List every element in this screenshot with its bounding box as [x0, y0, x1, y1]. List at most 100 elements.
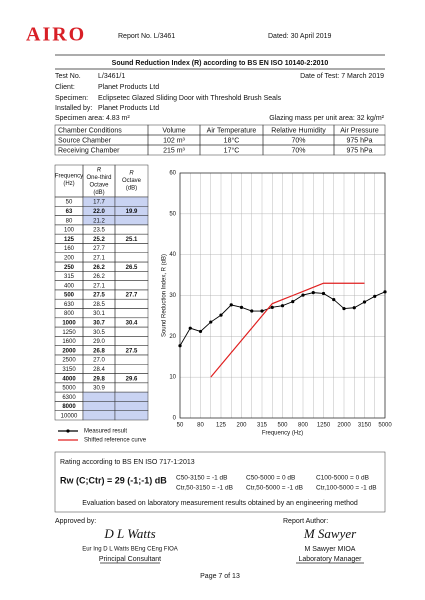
- x-tick-label: 3150: [358, 423, 372, 429]
- cell-text: 5000: [62, 386, 76, 392]
- cell-text: 100: [64, 228, 75, 234]
- cell-text: 400: [64, 283, 75, 289]
- plot-frame: [179, 172, 386, 419]
- point: [383, 290, 387, 294]
- cell-text: 6300: [62, 395, 76, 401]
- point: [291, 300, 295, 304]
- x-tick-label: 50: [177, 423, 184, 429]
- rating-box: [54, 451, 386, 513]
- rating-main: Rw (C;Ctr) = 29 (-1;-1) dB: [60, 475, 167, 485]
- x-tick-label: 200: [236, 423, 247, 429]
- cell-text: 26.2: [93, 274, 105, 280]
- point: [373, 294, 377, 298]
- cell-text: 1250: [62, 330, 76, 336]
- y-tick-label: 0: [173, 416, 177, 422]
- cell-text: 1600: [62, 339, 76, 345]
- cell-text: 30.1: [93, 311, 105, 317]
- cell-text: 18°C: [224, 136, 240, 144]
- cell-text: Air Temperature: [207, 127, 257, 134]
- x-tick-label: 1250: [317, 423, 331, 429]
- point: [209, 320, 213, 324]
- cell-text: 28.5: [93, 302, 105, 308]
- cell-text: 29.0: [93, 339, 105, 345]
- cell-text: 27.1: [93, 255, 105, 261]
- point: [229, 303, 233, 307]
- x-tick-label: 315: [257, 423, 268, 429]
- header-text: Frequency: [55, 174, 83, 180]
- cell-text: 27.7: [93, 246, 105, 252]
- cell-text: 50: [66, 200, 73, 206]
- label: Client:: [55, 84, 75, 91]
- label: Specimen:: [55, 95, 88, 102]
- cell-text: 26.5: [126, 265, 138, 271]
- header-text: R: [129, 171, 134, 177]
- cell-text: 250: [64, 265, 75, 271]
- point: [280, 304, 285, 308]
- x-tick-label: 125: [216, 423, 227, 429]
- point: [301, 293, 305, 297]
- cell-text: 30.7: [93, 321, 105, 327]
- label: Installed by:: [55, 105, 92, 112]
- rating-term: Ctr,50-3150 = -1 dB: [176, 485, 233, 492]
- x-tick-label: 500: [277, 423, 288, 429]
- cell: [114, 224, 149, 235]
- cell-text: 10000: [61, 413, 78, 419]
- header-text: Octave: [122, 178, 142, 184]
- name: M Sawyer MIOA: [305, 546, 356, 553]
- cell-text: 4000: [62, 376, 76, 382]
- cell-text: 70%: [291, 137, 305, 144]
- cell: [114, 196, 149, 207]
- cell: [82, 391, 116, 402]
- cell-text: 630: [64, 302, 75, 308]
- cell-text: 315: [64, 274, 75, 280]
- cell-text: 30.5: [93, 330, 105, 336]
- cell: [114, 382, 149, 393]
- cell-text: Relative Humidity: [271, 127, 326, 134]
- point: [198, 329, 203, 334]
- label: Report Author:: [283, 518, 328, 525]
- header-text: Octave: [89, 183, 109, 189]
- cell-text: 125: [64, 237, 75, 243]
- point: [352, 306, 356, 310]
- cell-text: Volume: [162, 127, 185, 134]
- point: [342, 306, 346, 311]
- x-tick-label: 80: [197, 423, 204, 429]
- point: [260, 309, 264, 313]
- cell-text: 29.6: [126, 376, 138, 382]
- value: Date of Test: 7 March 2019: [300, 73, 384, 80]
- header-text: R: [97, 168, 102, 174]
- name: Eur Ing D L Watts BEng CEng FIOA: [82, 547, 178, 553]
- cell-text: 160: [64, 246, 75, 252]
- y-tick-label: 60: [169, 171, 176, 177]
- cell-text: Receiving Chamber: [58, 147, 120, 154]
- cell-text: 26.2: [93, 265, 105, 271]
- cell: [114, 252, 149, 263]
- point: [311, 291, 315, 295]
- rating-term: Ctr,100-5000 = -1 dB: [316, 485, 377, 492]
- signature: M Sawyer: [303, 526, 357, 541]
- point: [188, 326, 192, 330]
- cell: [114, 364, 149, 374]
- cell-text: 27.1: [93, 283, 105, 289]
- cell: [82, 401, 116, 411]
- cell-text: 22.0: [93, 209, 105, 215]
- cell-text: 27.0: [93, 358, 105, 364]
- value: Planet Products Ltd: [98, 105, 159, 112]
- rating-term: C100-5000 = 0 dB: [316, 475, 369, 482]
- cell-text: 25.2: [93, 237, 105, 243]
- legend-label: Measured result: [84, 429, 127, 435]
- y-tick-label: 40: [169, 252, 176, 258]
- report-no: Report No. L/3461: [118, 33, 175, 40]
- point: [321, 291, 326, 296]
- cell-text: 200: [64, 255, 75, 261]
- cell-text: 30.4: [126, 321, 138, 327]
- value: Specimen area: 4.83 m²: [55, 115, 130, 122]
- value: L/3461/1: [98, 73, 125, 80]
- rating-term: C50-3150 = -1 dB: [176, 475, 228, 482]
- cell-text: 3150: [62, 367, 76, 373]
- cell-text: 29.8: [93, 376, 105, 382]
- cell-text: 30.9: [93, 386, 105, 392]
- label: Test No.: [55, 73, 81, 80]
- cell-text: 27.5: [93, 293, 105, 299]
